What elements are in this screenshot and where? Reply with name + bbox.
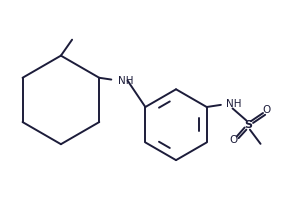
Text: S: S (244, 120, 252, 130)
Text: NH: NH (118, 76, 133, 86)
Text: O: O (229, 135, 237, 145)
Text: O: O (263, 105, 271, 115)
Text: NH: NH (226, 99, 242, 109)
